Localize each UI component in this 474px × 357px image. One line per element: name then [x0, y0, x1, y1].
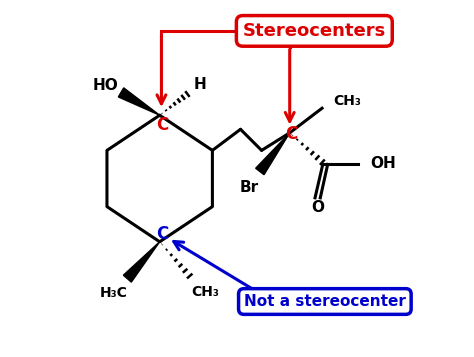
Text: Br: Br — [240, 180, 259, 195]
Text: C: C — [285, 125, 298, 142]
Text: CH₃: CH₃ — [334, 94, 362, 108]
Text: O: O — [311, 200, 324, 215]
Text: C: C — [155, 225, 168, 243]
Text: Not a stereocenter: Not a stereocenter — [244, 294, 406, 309]
Text: CH₃: CH₃ — [191, 285, 219, 299]
Polygon shape — [123, 242, 160, 282]
Text: H: H — [194, 77, 207, 92]
Text: H₃C: H₃C — [100, 286, 127, 300]
Text: Stereocenters: Stereocenters — [243, 22, 386, 40]
Polygon shape — [255, 133, 290, 175]
Polygon shape — [118, 88, 160, 115]
Text: OH: OH — [370, 156, 396, 171]
Text: HO: HO — [92, 78, 118, 93]
Text: C: C — [156, 116, 169, 134]
